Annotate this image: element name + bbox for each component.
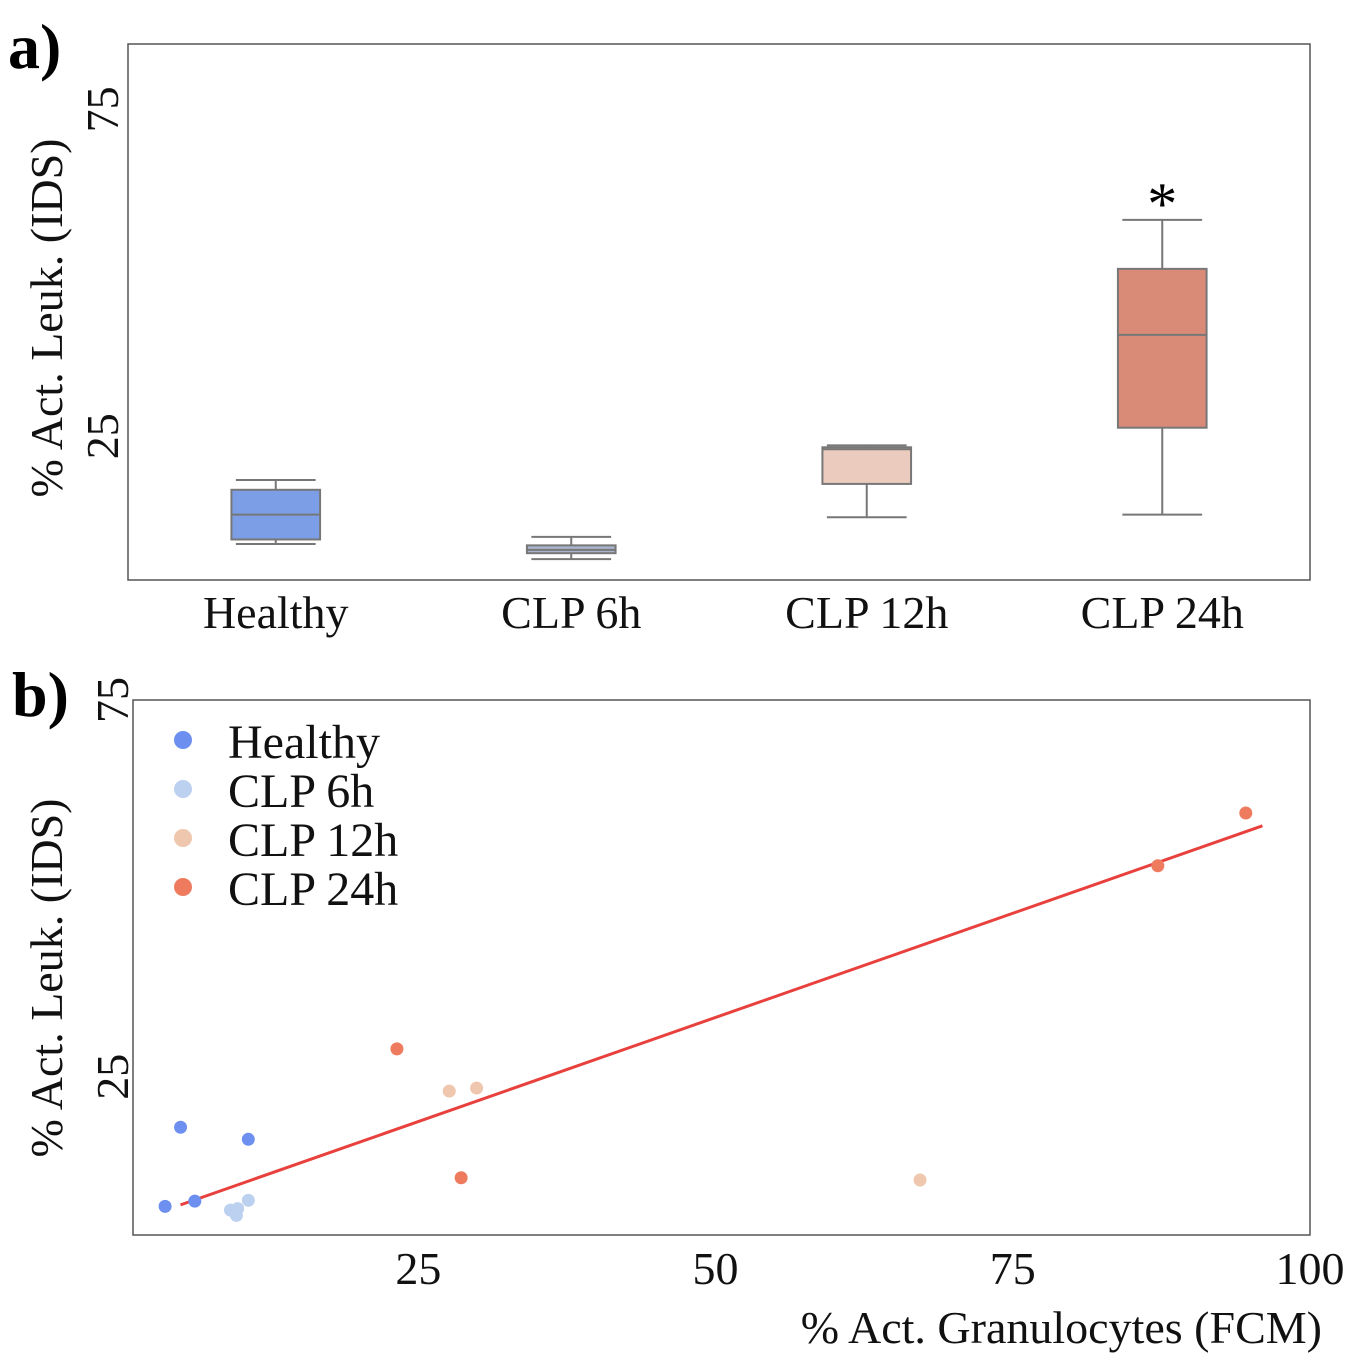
panel-b-y-ticks: 25 75 (87, 677, 138, 1100)
y-tick-label-75: 75 (77, 86, 128, 132)
panel-b-y-axis-label: % Act. Leuk. (IDS) (21, 799, 72, 1158)
x-tick-label-100: 100 (1276, 1243, 1345, 1294)
point-healthy-0 (158, 1199, 172, 1213)
point-clp-12h-0 (442, 1084, 456, 1098)
panel-a-y-ticks: 25 75 (77, 86, 128, 459)
panel-a-y-axis-label: % Act. Leuk. (IDS) (21, 139, 72, 498)
legend-label-clp-12h: CLP 12h (228, 814, 398, 867)
legend-marker-clp-12h (174, 829, 192, 847)
point-healthy-2 (174, 1120, 188, 1134)
point-clp-24h-0 (390, 1042, 404, 1056)
legend-label-clp-6h: CLP 6h (228, 765, 374, 818)
point-healthy-1 (188, 1194, 202, 1208)
panel-a-x-ticks: Healthy CLP 6h CLP 12h CLP 24h (203, 587, 1244, 638)
panel-b-points (158, 806, 1253, 1222)
y-tick-label-75: 75 (87, 677, 138, 723)
legend-marker-healthy (174, 731, 192, 749)
panel-b-x-ticks: 25 50 75 100 (395, 1243, 1344, 1294)
panel-b-trendline-group (180, 824, 1263, 1207)
y-tick-label-25: 25 (87, 1054, 138, 1100)
panel-b-plot-frame (132, 699, 1311, 1236)
point-clp-6h-2 (229, 1208, 243, 1222)
x-tick-label-50: 50 (693, 1243, 739, 1294)
panel-a: a) * 25 75 Healthy CLP 6h CLP 12h CLP 24h % … (8, 11, 1311, 638)
point-clp-6h-3 (241, 1193, 255, 1207)
legend-marker-clp-6h (174, 780, 192, 798)
point-clp-24h-1 (454, 1171, 468, 1185)
x-tick-label-clp-12h: CLP 12h (785, 587, 948, 638)
panel-a-label: a) (8, 11, 61, 82)
panel-b-x-axis-label: % Act. Granulocytes (FCM) (801, 1302, 1322, 1353)
significance-marker-clp-24h: * (1147, 171, 1177, 237)
panel-b-label: b) (12, 659, 69, 730)
box-clp-24h (1116, 267, 1208, 429)
x-tick-label-75: 75 (990, 1243, 1036, 1294)
point-clp-12h-2 (913, 1173, 927, 1187)
legend-label-healthy: Healthy (228, 716, 380, 769)
y-tick-label-25: 25 (77, 413, 128, 459)
point-clp-24h-2 (1151, 859, 1165, 873)
x-tick-label-clp-24h: CLP 24h (1081, 587, 1244, 638)
x-tick-label-healthy: Healthy (203, 587, 349, 638)
x-tick-label-25: 25 (395, 1243, 441, 1294)
legend-marker-clp-24h (174, 878, 192, 896)
x-tick-label-clp-6h: CLP 6h (501, 587, 641, 638)
legend-label-clp-24h: CLP 24h (228, 863, 398, 916)
trendline (180, 824, 1263, 1207)
panel-a-boxes: * (230, 171, 1208, 561)
point-clp-12h-1 (470, 1081, 484, 1095)
point-clp-24h-3 (1239, 806, 1253, 820)
point-healthy-3 (241, 1132, 255, 1146)
panel-a-plot-frame (127, 43, 1311, 581)
box-clp-12h (821, 446, 913, 485)
